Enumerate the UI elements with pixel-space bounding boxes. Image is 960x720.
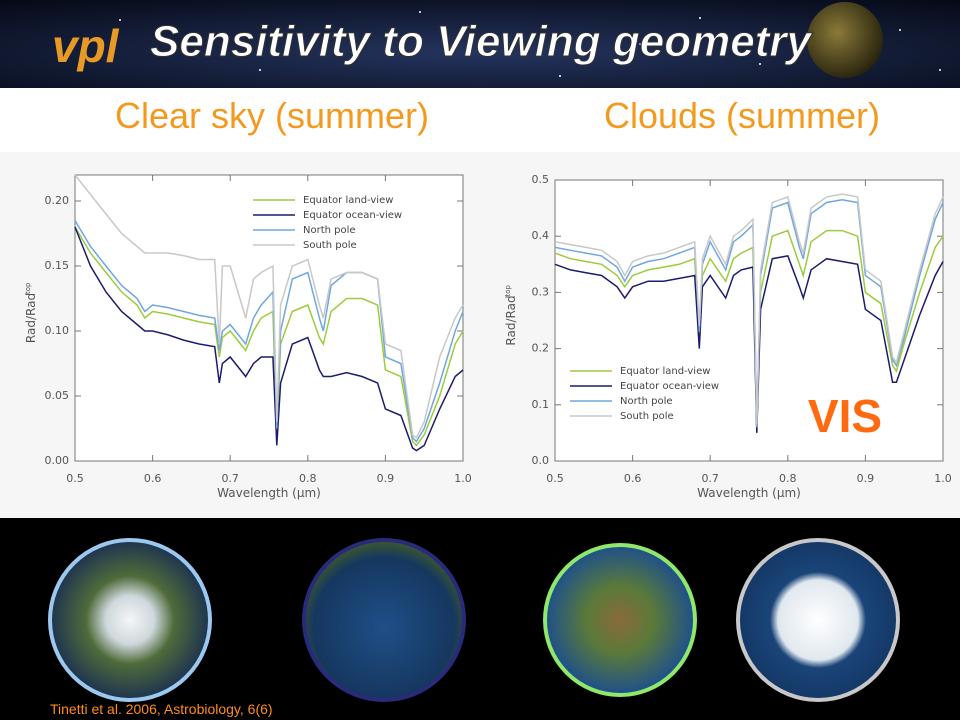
series-line <box>74 226 464 452</box>
logo: vpl <box>52 20 120 72</box>
y-tick-label: 0.3 <box>532 285 550 298</box>
y-axis-label-superscript: top <box>24 282 32 294</box>
series-line <box>74 174 464 439</box>
chart-title: Clouds (summer) <box>604 95 880 136</box>
x-tick-label: 0.6 <box>624 472 642 485</box>
series-line <box>554 193 944 425</box>
y-tick-label: 0.00 <box>45 454 70 467</box>
y-tick-label: 0.0 <box>532 454 550 467</box>
globe-ocean-view <box>302 538 466 702</box>
x-axis-label: Wavelength (μm) <box>217 486 321 500</box>
x-axis-label: Wavelength (μm) <box>697 486 801 500</box>
x-tick-label: 0.9 <box>377 472 395 485</box>
x-tick-label: 0.5 <box>66 472 84 485</box>
x-tick-label: 0.9 <box>857 472 875 485</box>
subtitle-band <box>0 88 960 152</box>
legend-label: Equator ocean-view <box>303 210 402 221</box>
header-band <box>0 0 960 88</box>
slide-title: Sensitivity to Viewing geometry <box>150 17 813 66</box>
y-tick-label: 0.2 <box>532 342 550 355</box>
y-tick-label: 0.1 <box>532 398 550 411</box>
legend-label: North pole <box>303 225 356 236</box>
y-tick-label: 0.05 <box>45 389 70 402</box>
legend-label: South pole <box>303 240 357 251</box>
globe-north-pole <box>48 538 212 702</box>
x-tick-label: 1.0 <box>454 472 472 485</box>
citation: Tinetti et al. 2006, Astrobiology, 6(6) <box>50 701 273 717</box>
chart-title: Clear sky (summer) <box>115 95 429 136</box>
y-tick-label: 0.10 <box>45 324 70 337</box>
plot-frame <box>74 174 464 462</box>
legend-label: Equator land-view <box>620 366 710 377</box>
globe-land-view <box>543 543 697 697</box>
y-axis-label-superscript: top <box>504 284 512 296</box>
x-tick-label: 0.8 <box>779 472 797 485</box>
x-tick-label: 1.0 <box>934 472 952 485</box>
stars <box>119 11 941 77</box>
legend-label: Equator land-view <box>303 195 393 206</box>
y-axis-label: Rad/Rad <box>24 293 38 343</box>
badge: VIS <box>808 390 882 442</box>
y-tick-label: 0.5 <box>532 173 550 186</box>
plot-frame <box>554 179 944 462</box>
legend-label: North pole <box>620 396 673 407</box>
legend-label: South pole <box>620 411 674 422</box>
legend-label: Equator ocean-view <box>620 381 719 392</box>
x-tick-label: 0.8 <box>299 472 317 485</box>
x-tick-label: 0.6 <box>144 472 162 485</box>
x-tick-label: 0.7 <box>221 472 239 485</box>
y-tick-label: 0.20 <box>45 194 70 207</box>
y-axis-label: Rad/Rad <box>504 295 518 345</box>
planet <box>807 2 883 78</box>
y-tick-label: 0.4 <box>532 229 550 242</box>
globe-south-pole <box>736 538 900 702</box>
x-tick-label: 0.7 <box>701 472 719 485</box>
x-tick-label: 0.5 <box>546 472 564 485</box>
y-tick-label: 0.15 <box>45 259 70 272</box>
